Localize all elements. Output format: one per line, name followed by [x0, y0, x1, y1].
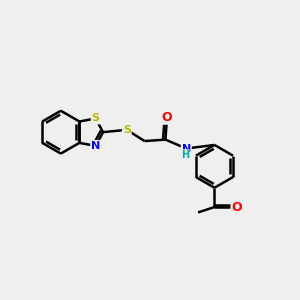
- Text: S: S: [123, 125, 131, 135]
- Text: O: O: [162, 111, 172, 124]
- Text: H: H: [181, 150, 189, 160]
- Text: O: O: [232, 201, 242, 214]
- Text: N: N: [182, 143, 191, 154]
- Text: N: N: [91, 141, 100, 151]
- Text: S: S: [92, 113, 100, 124]
